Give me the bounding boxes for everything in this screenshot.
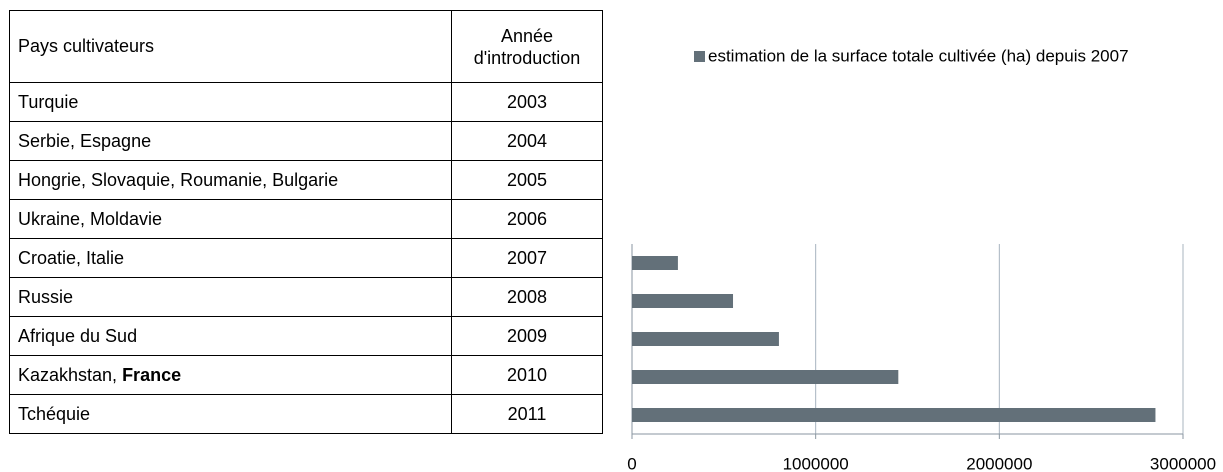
country-text: Ukraine, Moldavie (18, 208, 163, 229)
country-cell: Afrique du Sud (9, 316, 452, 356)
table-row: Tchéquie 2011 (9, 394, 603, 434)
country-cell: Tchéquie (9, 394, 452, 434)
country-text: Tchéquie (18, 403, 91, 424)
legend-label: estimation de la surface totale cultivée… (708, 46, 1129, 65)
country-text: Russie (18, 286, 74, 307)
chart: 0 1000000 2000000 3000000 estimation de la s… (627, 46, 1216, 472)
table-row: Ukraine, Moldavie 2006 (9, 199, 603, 239)
bar (632, 294, 734, 308)
header-cell: Année d'introduction (451, 10, 603, 83)
header-cell: Pays cultivateurs (9, 10, 452, 83)
table-row: Hongrie, Slovaquie, Roumanie, Bulgarie 20… (9, 160, 603, 200)
country-text: Turquie (18, 91, 79, 112)
country-text: Croatie, Italie (18, 247, 125, 268)
bar (632, 332, 779, 346)
country-cell: Ukraine, Moldavie (9, 199, 452, 239)
header-row: Pays cultivateurs Année d'introduction (9, 10, 603, 83)
country-cell: Turquie (9, 82, 452, 122)
table-row: Kazakhstan, France 2010 (9, 355, 603, 395)
country-bold-text: France (122, 364, 182, 385)
country-text: Serbie, Espagne (18, 130, 152, 151)
table-row: Serbie, Espagne 2004 (9, 121, 603, 161)
year-cell: 2009 (451, 316, 603, 356)
country-cell: Hongrie, Slovaquie, Roumanie, Bulgarie (9, 160, 452, 200)
country-cell: Kazakhstan, France (9, 355, 452, 395)
table-row: Turquie 2003 (9, 82, 603, 122)
year-cell: 2008 (451, 277, 603, 317)
year-cell: 2004 (451, 121, 603, 161)
bar (632, 408, 1156, 422)
country-text: Kazakhstan, (18, 364, 123, 385)
table-row: Croatie, Italie 2007 (9, 238, 603, 278)
year-cell: 2010 (451, 355, 603, 395)
year-cell: 2006 (451, 199, 603, 239)
table-row: Afrique du Sud 2009 (9, 316, 603, 356)
bar (632, 370, 899, 384)
x-tick-label: 2000000 (966, 454, 1032, 472)
table-row: Russie 2008 (9, 277, 603, 317)
year-cell: 2011 (451, 394, 603, 434)
x-tick-label: 3000000 (1150, 454, 1216, 472)
x-tick-label: 1000000 (783, 454, 849, 472)
year-cell: 2005 (451, 160, 603, 200)
year-cell: 2007 (451, 238, 603, 278)
country-cell: Russie (9, 277, 452, 317)
country-text: Afrique du Sud (18, 325, 138, 346)
table: Pays cultivateurs Année d'introduction T… (9, 10, 603, 434)
country-cell: Serbie, Espagne (9, 121, 452, 161)
country-text: Hongrie, Slovaquie, Roumanie, Bulgarie (18, 169, 339, 190)
bar (632, 256, 678, 270)
x-tick-label: 0 (627, 454, 636, 472)
year-cell: 2003 (451, 82, 603, 122)
legend-swatch (694, 51, 705, 62)
country-cell: Croatie, Italie (9, 238, 452, 278)
table-body: Pays cultivateurs Année d'introduction T… (9, 10, 603, 434)
